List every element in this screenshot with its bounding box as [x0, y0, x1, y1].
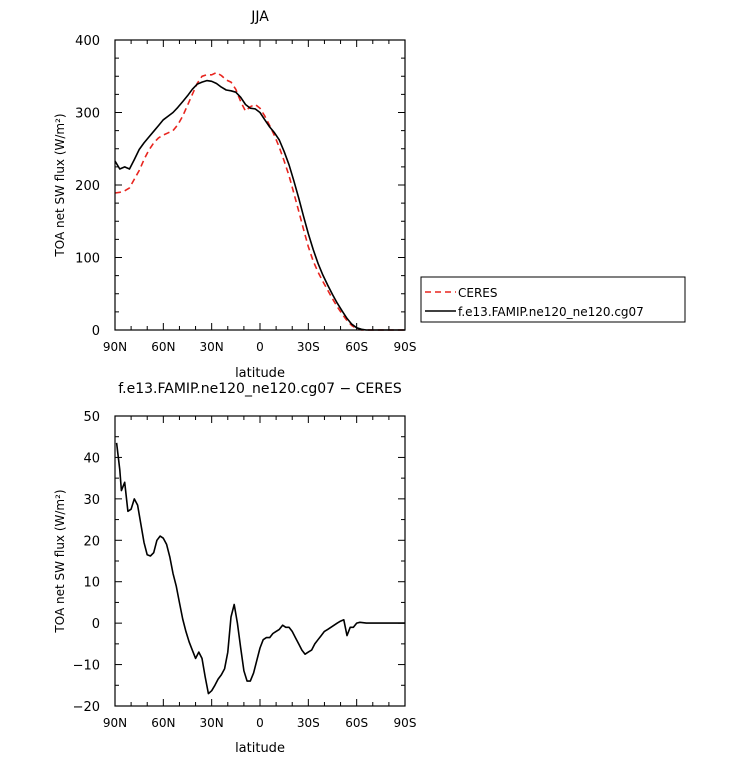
top-y-tick-label: 400	[75, 34, 100, 49]
top-series-lines	[114, 71, 405, 331]
bottom-x-tick-label: 60N	[151, 716, 175, 730]
top-panel: JJA 90N 60N 30N 0 30S 60S 90S 0 100 200 300 400 lat…	[53, 9, 686, 381]
top-series-line-1	[114, 79, 405, 331]
top-title: JJA	[250, 9, 269, 25]
legend-label-ceres: CERES	[458, 286, 498, 300]
bottom-y-tick-label: 20	[83, 534, 100, 549]
top-y-tick-label: 300	[75, 107, 100, 122]
bottom-y-tick-label: −10	[73, 659, 100, 674]
bottom-x-tick-label: 0	[256, 716, 264, 730]
top-x-tick-label: 60N	[151, 340, 175, 354]
top-x-tick-label: 30N	[200, 340, 224, 354]
bottom-ylabel: TOA net SW flux (W/m²)	[53, 489, 67, 633]
top-y-tick-label: 0	[92, 324, 100, 339]
bottom-axis-ticks: 90N 60N 30N 0 30S 60S 90S −20 −10 0 10 20 30 40 50	[73, 410, 417, 730]
legend-label-model: f.e13.FAMIP.ne120_ne120.cg07	[458, 305, 644, 319]
bottom-y-tick-label: −20	[73, 700, 100, 715]
legend: CERES f.e13.FAMIP.ne120_ne120.cg07	[420, 276, 686, 323]
bottom-x-tick-label: 30S	[297, 716, 320, 730]
bottom-x-tick-label: 30N	[200, 716, 224, 730]
bottom-y-tick-label: 50	[83, 410, 100, 425]
top-x-tick-label: 60S	[345, 340, 368, 354]
top-x-tick-label: 90S	[394, 340, 417, 354]
bottom-series-lines	[115, 442, 405, 695]
bottom-y-tick-label: 0	[92, 617, 100, 632]
bottom-y-tick-label: 40	[83, 451, 100, 466]
top-axis-ticks: 90N 60N 30N 0 30S 60S 90S 0 100 200 300 400	[75, 34, 416, 354]
bottom-y-tick-label: 10	[83, 576, 100, 591]
bottom-plot-frame	[114, 415, 406, 707]
top-y-tick-label: 200	[75, 179, 100, 194]
top-x-tick-label: 30S	[297, 340, 320, 354]
top-plot-frame	[114, 39, 406, 331]
top-x-tick-label: 0	[256, 340, 264, 354]
top-ylabel: TOA net SW flux (W/m²)	[53, 113, 67, 257]
top-x-tick-label: 90N	[103, 340, 127, 354]
bottom-xlabel: latitude	[235, 741, 285, 756]
bottom-y-tick-label: 30	[83, 493, 100, 508]
bottom-x-tick-label: 60S	[345, 716, 368, 730]
bottom-title: f.e13.FAMIP.ne120_ne120.cg07 − CERES	[118, 381, 402, 397]
bottom-x-tick-label: 90N	[103, 716, 127, 730]
bottom-panel: f.e13.FAMIP.ne120_ne120.cg07 − CERES 90N…	[53, 381, 416, 756]
top-series-line-0	[114, 71, 405, 331]
top-xlabel: latitude	[235, 366, 285, 381]
bottom-x-tick-label: 90S	[394, 716, 417, 730]
bottom-series-line-0	[115, 442, 405, 695]
top-y-tick-label: 100	[75, 252, 100, 267]
legend-box	[420, 276, 686, 323]
